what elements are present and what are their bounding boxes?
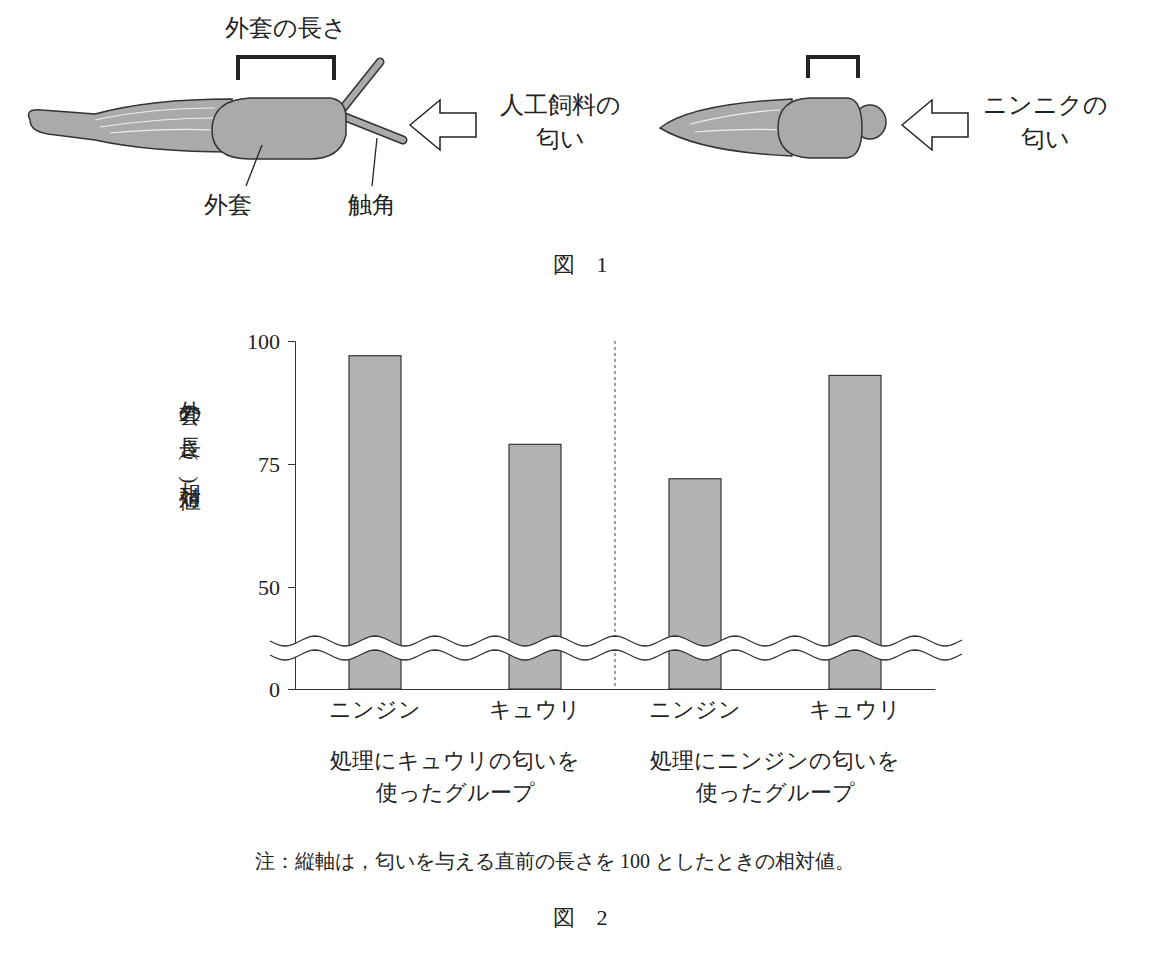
slug-wrinkle [110,129,215,133]
slug-wrinkle [100,118,215,127]
y-title: 外套の長さ(相対値) [178,383,203,511]
x-tick: キュウリ [809,689,901,722]
bracket [238,57,334,80]
y-tick-mark [288,587,295,588]
stimulus-label: 人工飼料の匂い [500,92,621,152]
slug-wrinkle [695,129,780,132]
caption: 図 1 [553,252,608,277]
x-tick: ニンジン [329,689,421,722]
y-tick: 75 [258,452,295,477]
y-tick-label: 100 [247,329,280,354]
x-tick-label: キュウリ [809,697,901,722]
x-tick-label: キュウリ [489,697,581,722]
y-tick-mark [288,341,295,342]
y-tick: 50 [258,575,295,600]
bracket [808,57,858,78]
bracket-label: 外套の長さ [225,15,347,41]
leader [246,145,262,186]
x-axis-line [296,689,936,690]
x-axis: ニンジン キュウリ ニンジン キュウリ [296,689,936,722]
tentacle-outline [340,62,380,112]
note: 注：縦軸は，匂いを与える直前の長さを 100 としたときの相対値。 [255,850,855,872]
y-tick: 0 [269,677,295,702]
arrow [410,100,476,150]
y-tick-mark [288,689,295,690]
text-line: 人工飼料の [500,92,621,118]
figure: 外套の長さ外套触角人工飼料の匂いニンニクの匂い図 105075100ニンジンキュ… [0,0,1159,954]
text-line: 使ったグループ [696,780,855,805]
text-line: 匂い [536,126,585,152]
mantle [212,98,346,159]
y-tick-label: 50 [258,575,280,600]
y-tick-label: 0 [269,677,280,702]
slug-body [660,99,792,156]
y-tick-mark [288,464,295,465]
text-line: 匂い [1021,126,1070,152]
tentacle [340,115,403,140]
slug-wrinkle [690,110,780,124]
text-line: 使ったグループ [376,780,535,805]
chart: 0 50 75 100 ニンジン キュウリ ニンジン キュウリ 外套の長さ(相対値) 処理にキュウ… [178,329,963,930]
part-label: 触角 [348,192,396,218]
diagram: 外套の長さ外套触角人工飼料の匂いニンニクの匂い図 1 [29,15,1108,277]
x-tick: ニンジン [649,689,741,722]
x-tick-label: ニンジン [329,697,421,722]
arrow [902,100,968,150]
tentacle [340,62,380,112]
tentacle-outline [340,115,403,140]
y-tick: 100 [247,329,295,354]
axis-break-line [270,650,962,660]
slug-body [29,99,233,152]
group-label: 処理にニンジンの匂いを使ったグループ [650,748,900,805]
y-tick-label: 75 [258,452,280,477]
text-line: 処理にキュウリの匂いを [330,748,580,773]
text-line: ニンニクの [983,92,1108,118]
caption: 図 2 [553,905,608,930]
text-line: 処理にニンジンの匂いを [650,748,900,773]
axis-break-line [270,636,962,646]
stimulus-label: ニンニクの匂い [983,92,1108,152]
group-label: 処理にキュウリの匂いを使ったグループ [330,748,580,805]
part-label: 外套 [204,192,252,218]
x-tick-label: ニンジン [649,697,741,722]
x-tick: キュウリ [489,689,581,722]
mantle [778,98,862,158]
leader [372,138,377,186]
axis-break-band [270,636,962,660]
y-axis-line [288,342,296,690]
